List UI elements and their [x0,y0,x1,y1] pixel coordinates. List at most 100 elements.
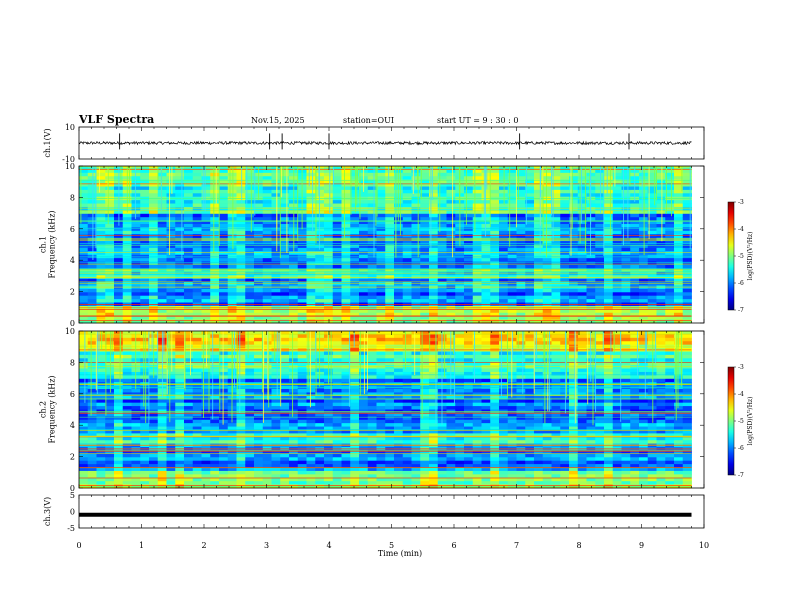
ch1-spectrogram-cell [227,251,237,256]
ch1-spectrogram-cell [201,220,211,225]
ch1-spectrogram-cell [455,251,465,256]
ch2-spectrogram-cell [219,361,229,366]
ch1-spectrogram-cell [166,275,176,280]
ch1-spectrogram-cell [612,169,622,174]
ch1-spectrogram-cell [402,176,412,181]
ch1-spectrogram-cell [271,271,281,276]
ch2-spectrogram-cell [280,453,290,458]
ch2-spectrogram-cell [175,368,185,373]
ch2-spectrogram-cell [184,371,194,376]
ch1-spectrogram-cell [210,275,220,280]
ch1-spectrogram-cell [289,261,299,266]
ch2-spectrogram-cell [114,467,124,472]
ch1-spectrogram-cell [201,278,211,283]
ch2-spectrogram-cell [297,436,307,441]
ch1-spectrogram-cell [219,258,229,262]
ch2-spectrogram-cell [114,337,124,342]
ch1-spectrogram-cell [122,299,132,303]
ch1-spectrogram-cell [87,241,97,245]
ch1-spectrogram-cell [341,220,351,225]
ch1-spectrogram-cell [420,241,430,245]
ch1-spectrogram-cell [604,309,614,314]
ch2-spectrogram-cell [254,365,264,369]
ch1-spectrogram-cell [604,200,614,204]
ch1-spectrogram-cell [499,206,509,211]
ch1-spectrogram-cell [131,251,141,256]
ch1-spectrogram-cell [499,247,509,252]
ch1-spectrogram-cell [446,275,456,280]
ch1-spectrogram-cell [131,169,141,174]
ch1-spectrogram-cell [411,244,421,249]
ch1-spectrogram-cell [140,292,150,297]
date-label: Nov.15, 2025 [251,116,305,125]
ch1-spectrogram-cell [262,227,272,232]
ch1-spectrogram-cell [577,309,587,314]
ch2-spectrogram-cell [297,426,307,431]
ch1-spectrogram-cell [219,251,229,256]
ch2-spectrogram-cell [96,365,106,369]
ch1-spectrogram-cell [569,230,579,235]
ch1-spectrogram-cell [385,275,395,280]
ch2-spectrogram-cell [166,399,176,404]
ch1-spectrogram-cell [280,203,290,208]
ch1-spectrogram-cell [149,312,159,317]
ch2-spectrogram-cell [297,433,307,438]
ch1-spectrogram-cell [464,251,474,256]
ch1-spectrogram-cell [376,183,386,187]
ch1-spectrogram-cell [341,172,351,177]
ch1-spectrogram-cell [639,186,649,191]
ch1-spectrogram-cell [577,203,587,208]
ch2-spectrogram-cell [157,426,167,431]
ch1-spectrogram-cell [490,176,500,181]
ch1-spectrogram-cell [551,258,561,262]
ch2-spectrogram-cell [131,474,141,479]
ch1-spectrogram-cell [306,299,316,303]
ch1-spectrogram-cell [166,268,176,273]
ch1-spectrogram-cell [236,295,246,300]
ch2-spectrogram-cell [114,436,124,441]
ch1-spectrogram-cell [131,264,141,269]
ch1-spectrogram-cell [324,169,334,174]
ch1-spectrogram-cell [560,309,570,314]
ch1-spectrogram-cell [437,316,447,320]
ch1-spectrogram-cell [656,312,666,317]
ch2-spectrogram-cell [332,464,342,468]
ch1-spectrogram-cell [306,312,316,317]
ch1-spectrogram-cell [149,220,159,225]
ch2-spectrogram-cell [131,464,141,468]
ch1-spectrogram-cell [639,172,649,177]
ch2-spectrogram-cell [306,368,316,373]
ch1-spectrogram-cell [271,227,281,232]
ch2-spectrogram-cell [105,474,115,479]
ch1-spectrogram-cell [472,189,482,194]
ch1-spectrogram-cell [306,206,316,211]
ch2-spectrogram-cell [254,375,264,380]
ch1-spectrogram-cell [359,227,369,232]
ch1-spectrogram-cell [245,179,255,184]
ch2-spectrogram-cell [306,423,316,427]
ch2-spectrogram-cell [236,365,246,369]
ch2-spectrogram-cell [280,426,290,431]
ch2-spectrogram-cell [105,365,115,369]
ch1-spectrogram-cell [315,247,325,252]
ch1-spectrogram-cell [674,312,684,317]
ch2-spectrogram-cell [236,375,246,380]
ch2-spectrogram-cell [114,371,124,376]
ch2-spectrogram-cell [315,450,325,455]
ch1-spectrogram-cell [192,206,202,211]
ch1-spectrogram-cell [437,247,447,252]
ch1-spectrogram-cell [114,241,124,245]
ch2-spectrogram-cell [280,341,290,346]
ch1-spectrogram-cell [577,295,587,300]
ch1-spectrogram-cell [525,309,535,314]
ch1-spectrogram-cell [157,251,167,256]
ch1-spectrogram-cell [262,230,272,235]
ch2-spectrogram-cell [131,481,141,485]
ch2-spectrogram-cell [271,440,281,445]
ch1-spectrogram-cell [446,309,456,314]
ch1-spectrogram-cell [306,186,316,191]
ch2-spectrogram-cell [254,423,264,427]
ch2-spectrogram-cell [131,440,141,445]
ch1-spectrogram-cell [131,172,141,177]
